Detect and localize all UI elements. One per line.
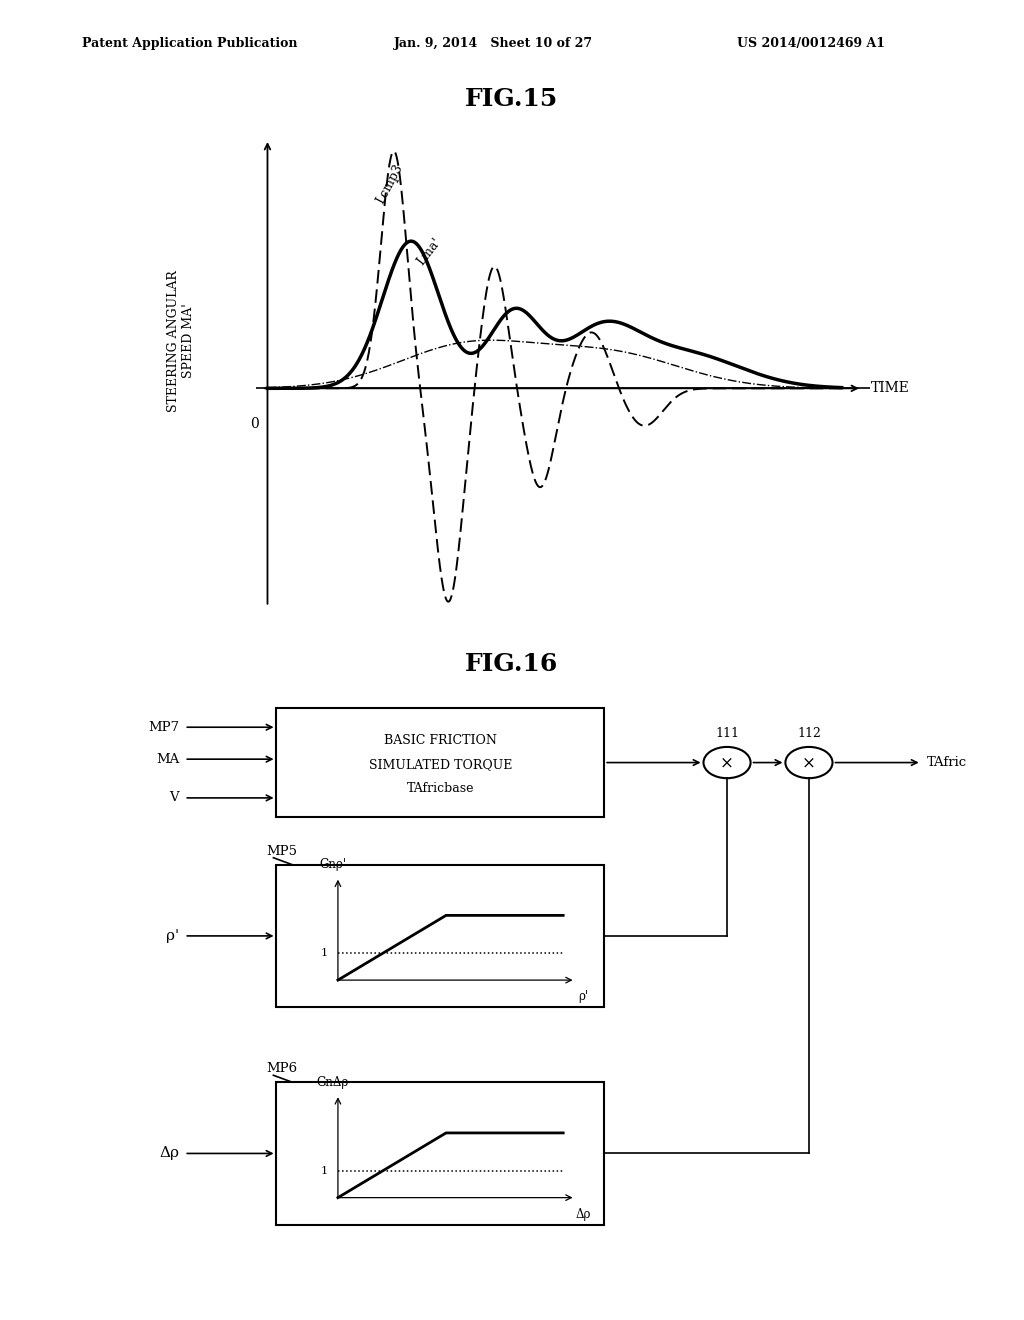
Text: GnΔρ: GnΔρ — [316, 1076, 349, 1089]
Text: Jan. 9, 2014   Sheet 10 of 27: Jan. 9, 2014 Sheet 10 of 27 — [394, 37, 593, 50]
Text: V: V — [170, 792, 179, 804]
Text: MP7: MP7 — [148, 721, 179, 734]
Bar — [276, 865, 604, 1007]
Text: 112: 112 — [797, 727, 821, 741]
Text: Lma': Lma' — [414, 235, 443, 268]
Text: BASIC FRICTION: BASIC FRICTION — [384, 734, 497, 747]
Text: Gnρ': Gnρ' — [319, 858, 346, 871]
Text: TIME: TIME — [870, 381, 909, 395]
Text: Δρ: Δρ — [159, 1147, 179, 1160]
Text: Δρ: Δρ — [575, 1208, 592, 1221]
Text: ρ': ρ' — [579, 990, 589, 1003]
Text: Lcmp3: Lcmp3 — [374, 162, 406, 206]
Text: MP6: MP6 — [266, 1063, 297, 1076]
Text: FIG.15: FIG.15 — [465, 87, 559, 111]
Text: MA: MA — [156, 752, 179, 766]
Text: ×: × — [802, 754, 816, 771]
Bar — [276, 708, 604, 817]
Text: STEERING ANGULAR
SPEED MA': STEERING ANGULAR SPEED MA' — [167, 269, 196, 412]
Text: ×: × — [720, 754, 734, 771]
Text: TAfric: TAfric — [927, 756, 967, 770]
Text: 1: 1 — [321, 949, 328, 958]
Bar — [276, 1082, 604, 1225]
Text: ρ': ρ' — [166, 929, 179, 942]
Text: 0: 0 — [250, 417, 259, 430]
Text: Patent Application Publication: Patent Application Publication — [82, 37, 297, 50]
Text: 1: 1 — [321, 1166, 328, 1176]
Text: FIG.16: FIG.16 — [465, 652, 559, 676]
Text: MP5: MP5 — [266, 845, 297, 858]
Text: TAfricbase: TAfricbase — [407, 783, 474, 795]
Text: US 2014/0012469 A1: US 2014/0012469 A1 — [737, 37, 886, 50]
Text: 111: 111 — [715, 727, 739, 741]
Text: SIMULATED TORQUE: SIMULATED TORQUE — [369, 758, 512, 771]
